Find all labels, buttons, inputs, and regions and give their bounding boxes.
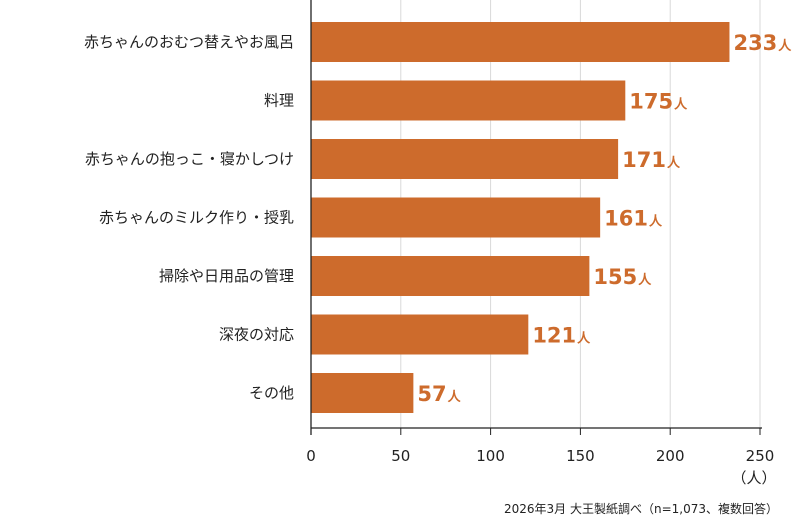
bars (311, 22, 730, 413)
category-labels: 赤ちゃんのおむつ替えやお風呂料理赤ちゃんの抱っこ・寝かしつけ赤ちゃんのミルク作り… (84, 33, 294, 402)
category-label: 赤ちゃんのおむつ替えやお風呂 (84, 33, 294, 51)
value-label: 161人 (604, 207, 663, 231)
value-label: 175人 (629, 90, 688, 114)
x-tick-label: 150 (566, 447, 595, 465)
category-label: 赤ちゃんのミルク作り・授乳 (99, 209, 294, 227)
value-label: 57人 (417, 382, 461, 406)
value-label: 121人 (532, 324, 591, 348)
value-labels: 233人 175人 171人 161人 155人 121人 57人 (417, 31, 792, 406)
x-tick-label: 200 (656, 447, 685, 465)
value-label: 233人 (733, 31, 792, 55)
bar (311, 314, 529, 355)
value-label: 171人 (622, 148, 681, 172)
x-tick-label: 250 (746, 447, 775, 465)
category-label: 赤ちゃんの抱っこ・寝かしつけ (85, 150, 294, 168)
category-label: 料理 (264, 92, 294, 110)
bar (311, 22, 730, 62)
source-note: 2026年3月 大王製紙調べ（n=1,073、複数回答） (503, 502, 778, 516)
x-axis: 0 50 100 150 200 250 (306, 0, 774, 465)
value-label: 155人 (593, 265, 652, 289)
category-label: その他 (249, 384, 294, 402)
x-tick-label: 50 (391, 447, 410, 465)
x-tick-label: 0 (306, 447, 316, 465)
x-axis-unit-label: （人） (731, 469, 776, 487)
bar (311, 139, 619, 179)
bar (311, 256, 590, 296)
category-label: 深夜の対応 (219, 326, 294, 344)
x-tick-label: 100 (476, 447, 505, 465)
bar (311, 80, 626, 121)
category-label: 掃除や日用品の管理 (159, 267, 294, 285)
bar (311, 373, 414, 413)
bar (311, 197, 601, 238)
